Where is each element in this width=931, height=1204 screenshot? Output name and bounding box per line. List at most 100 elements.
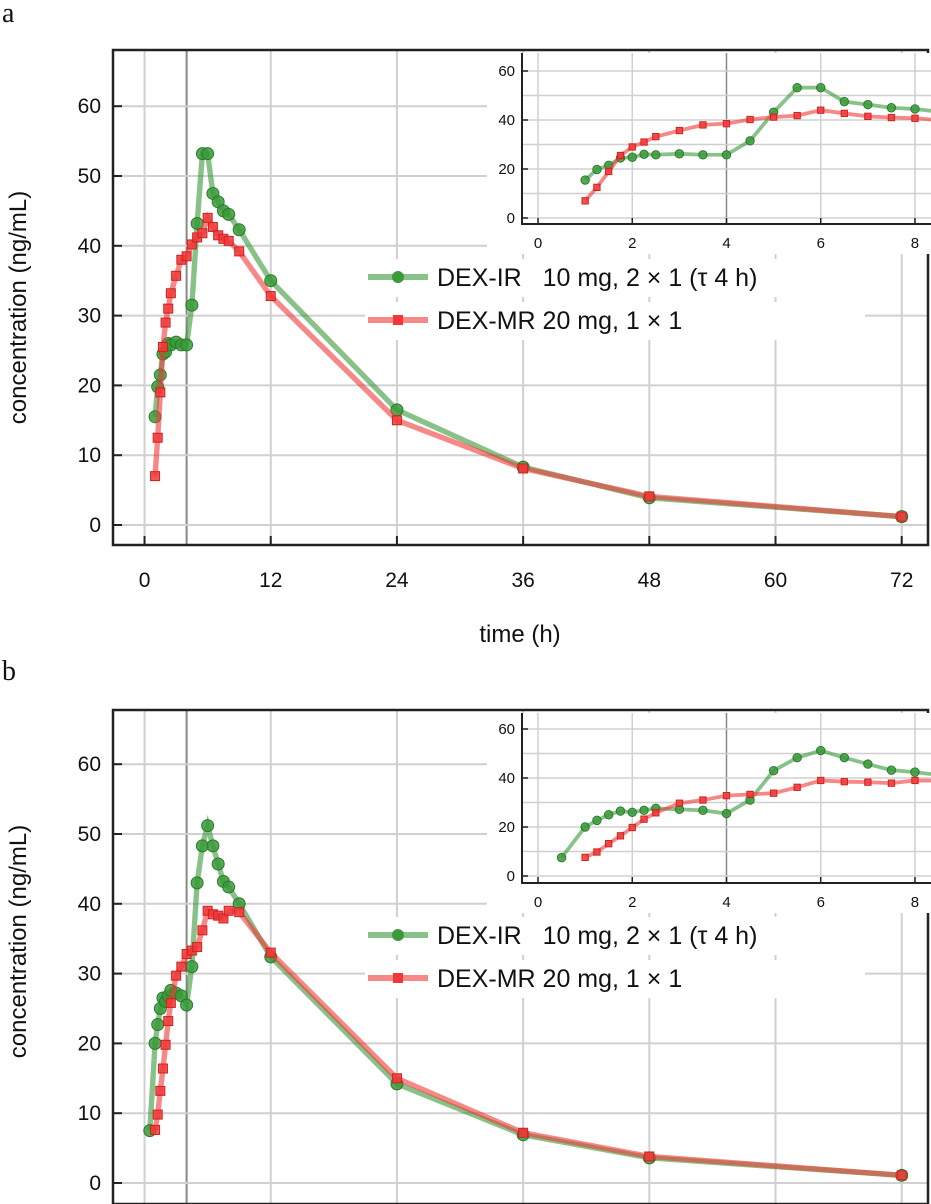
- inset-y-tick-label: 40: [498, 112, 515, 129]
- y-tick-label: 40: [78, 893, 101, 916]
- data-point-ir: [592, 164, 602, 175]
- data-point-mr: [207, 221, 218, 232]
- data-point-mr: [628, 823, 636, 832]
- inset-plot: 0 20 40 60 0 2 4 6 8: [487, 713, 931, 913]
- data-point-mr: [176, 961, 187, 972]
- data-point-mr: [150, 1124, 161, 1135]
- data-point-ir: [211, 857, 225, 871]
- legend-marker: [392, 929, 404, 941]
- data-point-ir: [180, 998, 194, 1012]
- data-point-mr: [652, 133, 660, 141]
- data-point-ir: [863, 759, 873, 769]
- data-point-mr: [911, 114, 919, 122]
- data-point-ir: [698, 805, 708, 816]
- data-point-ir: [910, 104, 920, 114]
- data-point-mr: [896, 1170, 907, 1181]
- inset-x-tick-label: 0: [534, 894, 542, 911]
- data-point-mr: [793, 111, 801, 120]
- x-tick-label: 48: [638, 569, 661, 592]
- panel-label: a: [2, 0, 15, 29]
- data-point-mr: [887, 779, 896, 787]
- data-point-mr: [157, 1063, 168, 1074]
- data-point-ir: [816, 82, 826, 93]
- data-point-mr: [155, 387, 166, 398]
- data-point-mr: [628, 143, 636, 151]
- data-point-mr: [160, 317, 171, 328]
- data-point-mr: [157, 342, 168, 353]
- data-point-ir: [264, 274, 278, 288]
- data-point-mr: [181, 251, 192, 262]
- data-point-ir: [839, 96, 849, 107]
- x-axis-label: time (h): [479, 621, 560, 648]
- y-tick-label: 30: [78, 305, 101, 328]
- data-point-ir: [886, 103, 897, 113]
- data-point-mr: [391, 1073, 402, 1084]
- data-point-mr: [746, 115, 754, 124]
- data-point-mr: [223, 235, 234, 246]
- data-point-mr: [223, 905, 234, 916]
- y-tick-label: 0: [89, 1172, 101, 1195]
- x-tick-label: 0: [139, 569, 151, 592]
- plot-frame: [111, 708, 930, 1204]
- data-point-mr: [887, 113, 896, 122]
- data-point-mr: [652, 809, 660, 817]
- inset-x-tick-label: 8: [911, 235, 919, 252]
- x-tick-label: 36: [511, 569, 534, 592]
- y-tick-label: 10: [78, 1102, 101, 1125]
- data-point-ir: [639, 805, 649, 816]
- data-point-ir: [863, 99, 873, 110]
- y-tick-label: 10: [78, 444, 101, 467]
- inset-x-tick-label: 2: [628, 235, 636, 252]
- panel-label: b: [2, 656, 16, 687]
- data-point-mr: [155, 1085, 166, 1096]
- data-point-ir: [222, 207, 236, 221]
- data-point-mr: [896, 511, 907, 522]
- data-point-ir: [816, 745, 826, 756]
- inset-series: [580, 82, 931, 205]
- inset-y-tick-label: 20: [498, 819, 515, 836]
- inset-x-tick-label: 4: [722, 894, 730, 911]
- data-point-mr: [644, 1151, 655, 1162]
- data-point-ir: [190, 876, 204, 890]
- data-point-mr: [391, 415, 402, 426]
- data-point-ir: [698, 150, 708, 160]
- legend-label: DEX-IR 10 mg, 2 × 1 (τ 4 h): [437, 922, 757, 950]
- data-point-mr: [518, 463, 529, 474]
- data-point-ir: [180, 338, 194, 352]
- data-point-mr: [581, 853, 589, 862]
- data-point-ir: [222, 880, 236, 894]
- inset-x-tick-label: 2: [628, 894, 636, 911]
- data-point-ir: [615, 806, 626, 816]
- plot-frame: [111, 48, 930, 547]
- data-point-ir: [639, 149, 649, 160]
- inset-x-tick-label: 6: [817, 235, 825, 252]
- inset-x-tick-label: 8: [911, 894, 919, 911]
- data-point-ir: [792, 82, 802, 93]
- inset-series: [556, 745, 931, 863]
- data-point-mr: [640, 815, 648, 823]
- data-point-mr: [644, 491, 655, 502]
- data-point-mr: [171, 270, 182, 281]
- data-point-ir: [792, 752, 802, 763]
- data-point-mr: [769, 789, 778, 797]
- data-point-mr: [793, 783, 801, 791]
- inset-y-tick-label: 0: [507, 210, 515, 227]
- data-point-mr: [817, 106, 825, 114]
- data-point-mr: [817, 776, 825, 785]
- inset-axes: [521, 53, 931, 225]
- data-point-mr: [160, 1039, 171, 1050]
- legend-marker: [393, 973, 403, 983]
- data-point-mr: [152, 432, 163, 443]
- y-tick-label: 50: [78, 165, 101, 188]
- data-point-mr: [234, 246, 245, 257]
- y-tick-label: 50: [78, 823, 101, 846]
- data-point-mr: [165, 288, 176, 299]
- inset-axes: [521, 713, 931, 884]
- legend-bg: [365, 259, 865, 297]
- data-point-mr: [864, 778, 872, 786]
- data-point-mr: [699, 796, 707, 804]
- y-tick-label: 40: [78, 235, 101, 258]
- data-point-mr: [265, 947, 276, 958]
